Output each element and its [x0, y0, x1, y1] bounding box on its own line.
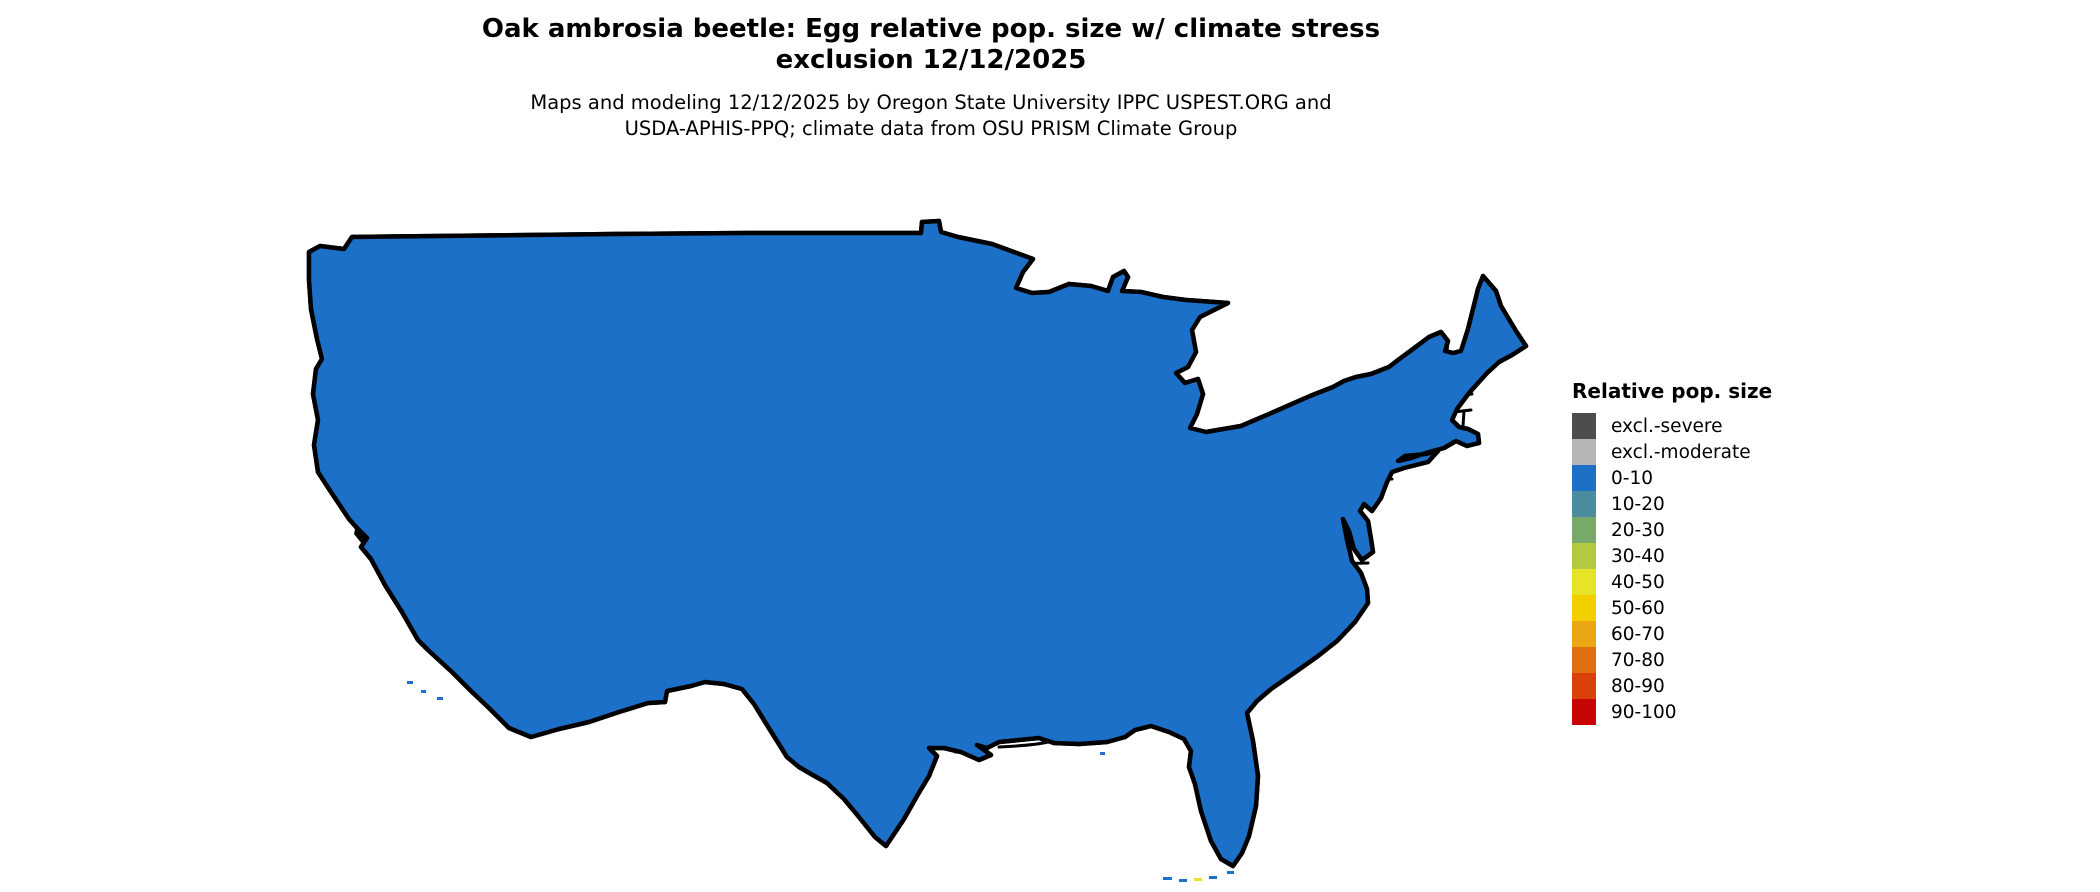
- legend-title: Relative pop. size: [1572, 379, 1773, 403]
- legend-swatch: [1572, 595, 1596, 621]
- legend-label: 30-40: [1611, 545, 1665, 567]
- legend-item: 10-20: [1572, 491, 1772, 517]
- island-dot: [1209, 876, 1217, 879]
- legend-label: 70-80: [1611, 649, 1665, 671]
- legend-item: 80-90: [1572, 673, 1772, 699]
- island-dot: [1100, 752, 1105, 755]
- legend-item: 0-10: [1572, 465, 1772, 491]
- legend-item: 60-70: [1572, 621, 1772, 647]
- legend-item: 50-60: [1572, 595, 1772, 621]
- legend-swatch: [1572, 413, 1596, 439]
- legend-swatch: [1572, 439, 1596, 465]
- island-dot: [1179, 879, 1187, 882]
- island-dot: [1194, 878, 1202, 881]
- map-subtitle-line1: Maps and modeling 12/12/2025 by Oregon S…: [530, 91, 1332, 114]
- islands-and-keys: [407, 681, 1234, 882]
- legend-swatch: [1572, 465, 1596, 491]
- legend-label: excl.-moderate: [1611, 441, 1751, 463]
- legend-item: 30-40: [1572, 543, 1772, 569]
- legend-swatch: [1572, 673, 1596, 699]
- legend-item: 20-30: [1572, 517, 1772, 543]
- legend-label: 0-10: [1611, 467, 1653, 489]
- legend-label: 20-30: [1611, 519, 1665, 541]
- legend-swatch: [1572, 491, 1596, 517]
- legend-label: excl.-severe: [1611, 415, 1723, 437]
- legend-swatch: [1572, 647, 1596, 673]
- legend-swatch: [1572, 621, 1596, 647]
- legend-swatch: [1572, 543, 1596, 569]
- legend-label: 90-100: [1611, 701, 1677, 723]
- island-dot: [421, 690, 426, 693]
- legend-label: 80-90: [1611, 675, 1665, 697]
- legend-label: 10-20: [1611, 493, 1665, 515]
- island-dot: [1163, 877, 1172, 880]
- map-subtitle-line2: USDA-APHIS-PPQ; climate data from OSU PR…: [624, 117, 1238, 140]
- map-title-line2: exclusion 12/12/2025: [775, 45, 1087, 75]
- legend-label: 60-70: [1611, 623, 1665, 645]
- legend-swatch: [1572, 569, 1596, 595]
- legend-rows: excl.-severe excl.-moderate 0-10 10-20 20-30…: [1572, 413, 1772, 725]
- legend-item: 70-80: [1572, 647, 1772, 673]
- legend-label: 50-60: [1611, 597, 1665, 619]
- legend-item: 40-50: [1572, 569, 1772, 595]
- legend-swatch: [1572, 517, 1596, 543]
- island-dot: [1227, 871, 1234, 874]
- legend-item: excl.-severe: [1572, 413, 1772, 439]
- island-dot: [407, 681, 413, 684]
- legend-item: excl.-moderate: [1572, 439, 1772, 465]
- legend-swatch: [1572, 699, 1596, 725]
- map-title-line1: Oak ambrosia beetle: Egg relative pop. s…: [481, 14, 1381, 44]
- legend-label: 40-50: [1611, 571, 1665, 593]
- island-dot: [437, 697, 443, 700]
- legend-item: 90-100: [1572, 699, 1772, 725]
- legend: Relative pop. size excl.-severe excl.-mod…: [1572, 379, 1772, 725]
